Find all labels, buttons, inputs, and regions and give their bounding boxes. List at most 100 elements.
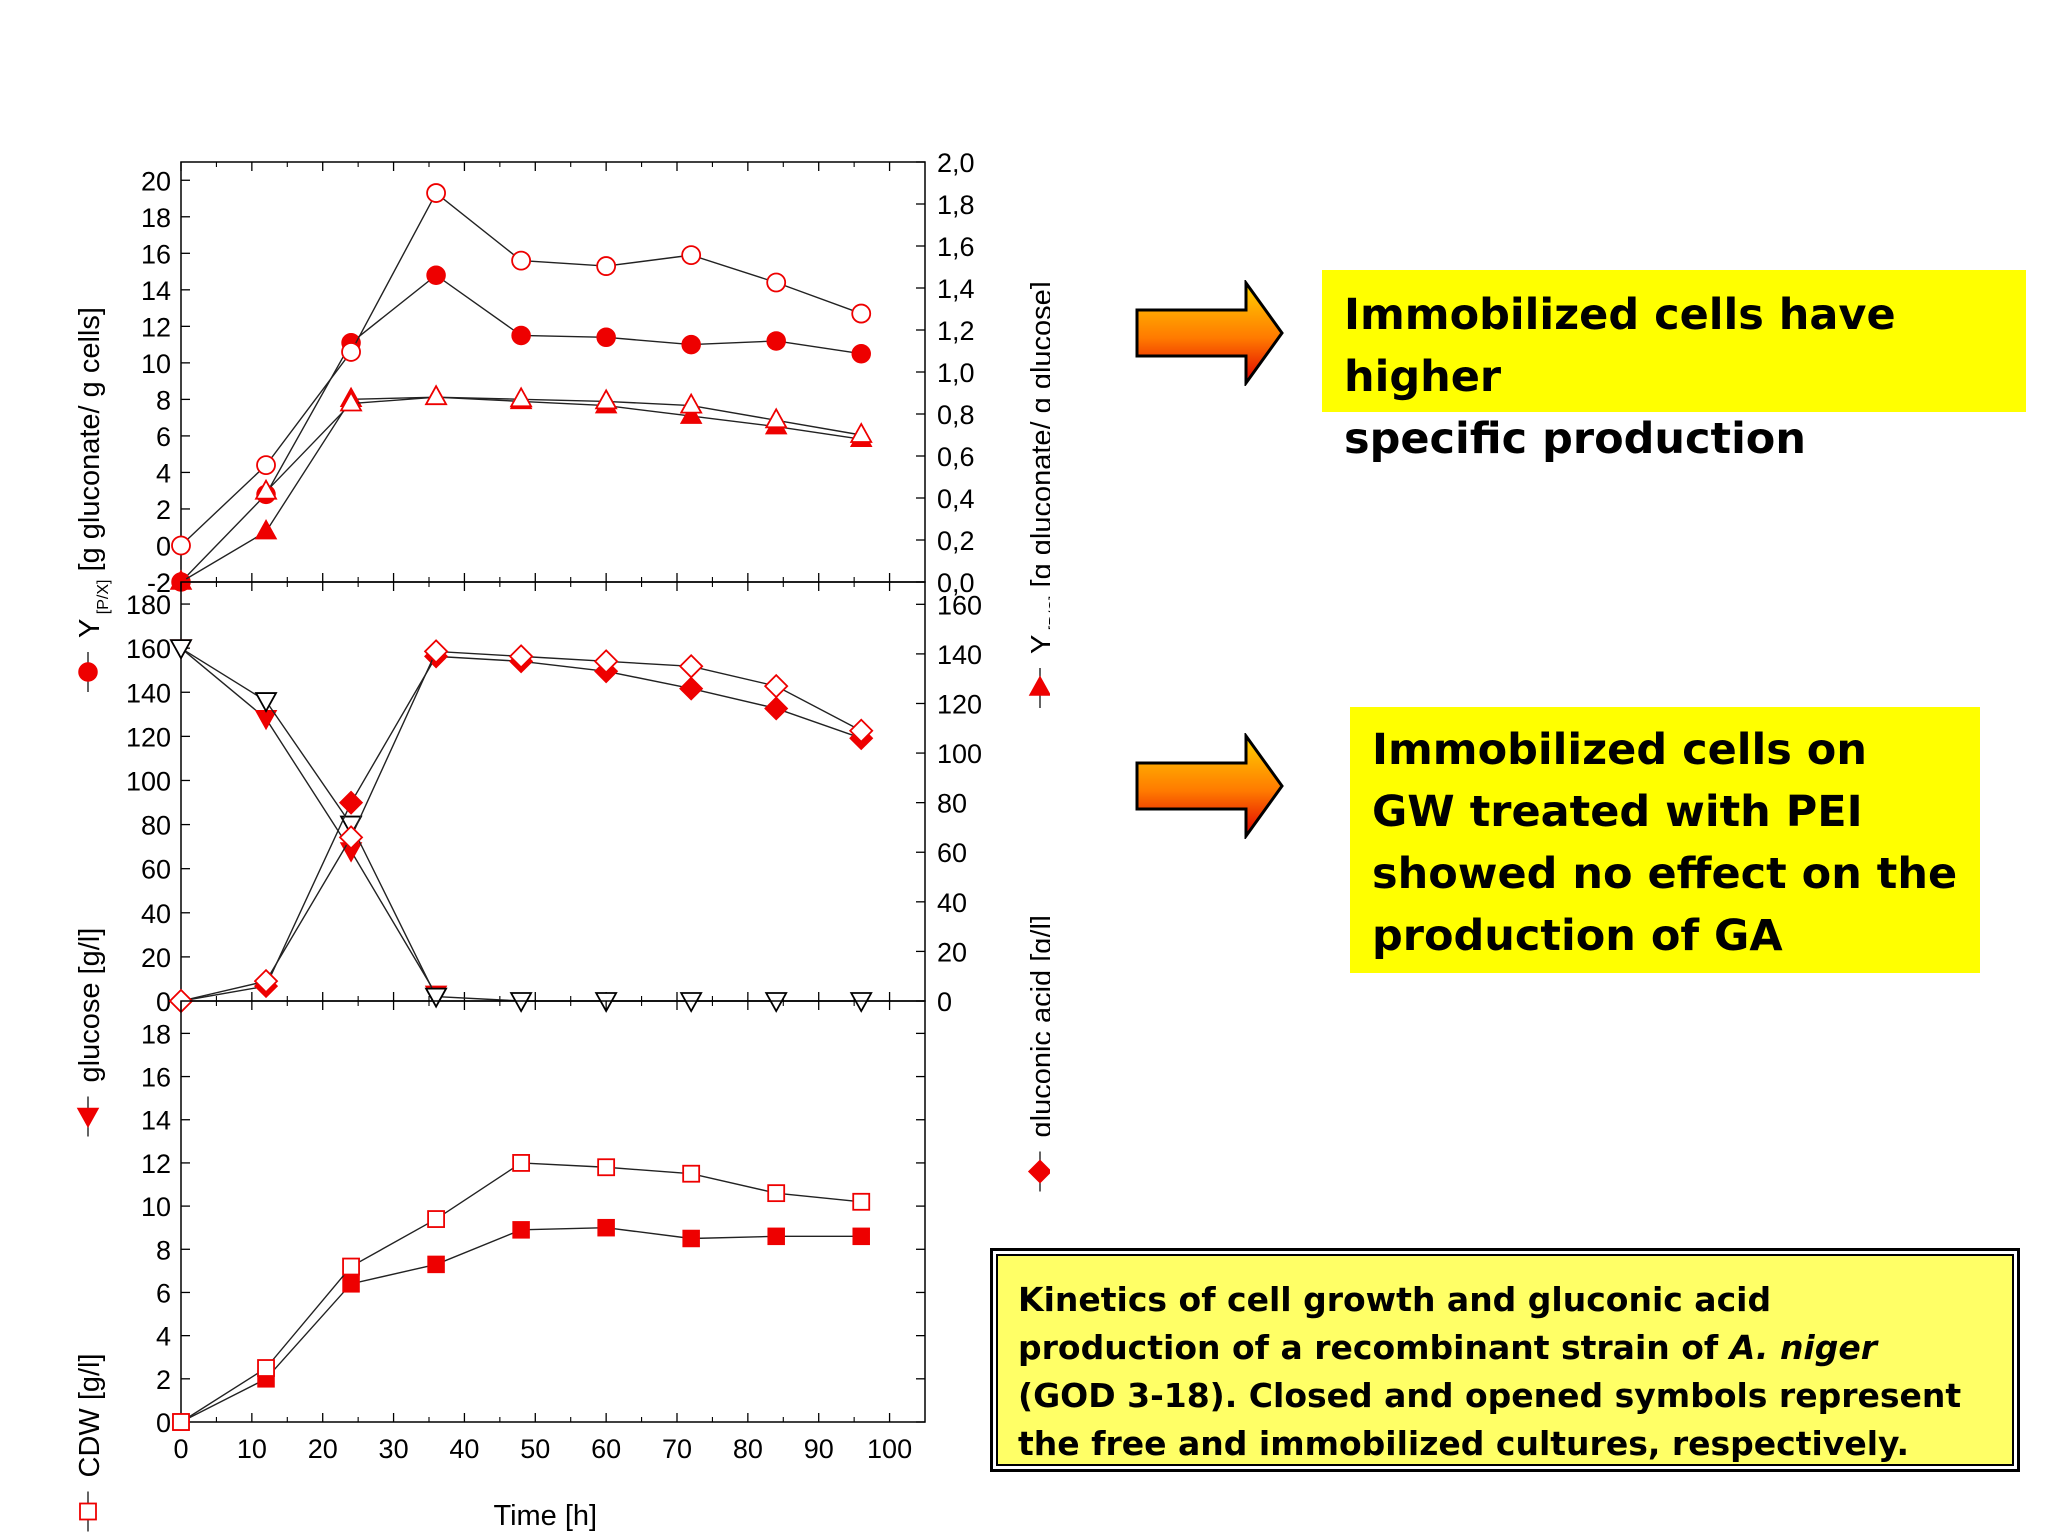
data-point [256,455,276,476]
data-point [426,183,446,203]
arrow-right-icon [1135,733,1284,839]
y-right-tick-label: 2,0 [937,148,975,178]
data-point [254,519,278,540]
y-tick-label: 10 [141,1192,171,1222]
axis-label-text: glucose [g/l] [74,928,106,1083]
data-point [851,343,871,364]
y-tick-label: 6 [156,422,171,452]
series-top-3 [254,384,873,500]
callout-line: production of GA [1372,911,1783,961]
axis-label-part: [g gluconate/ g cells] [74,307,106,579]
y-tick-label: 120 [126,722,171,752]
data-point [424,987,448,1009]
series-line [265,396,862,493]
x-tick-label: 20 [308,1434,338,1464]
series-line [180,655,862,1002]
series-line [180,274,862,583]
caption-line: (GOD 3-18). Closed and opened symbols re… [1018,1376,1962,1415]
data-point [848,718,874,744]
chart-panel-middle: 0 20 40 60 80 100 120 140 160 180 0 20 40 60 80 100 120 1… [74,581,1050,1192]
y-tick-label: 12 [141,1149,171,1179]
callout-line: Immobilized cells on [1372,725,1867,775]
series-line [180,1162,862,1423]
axis-label-part: Y [74,619,106,638]
axis-label-part: gluconic acid [g/l] [1026,915,1050,1137]
series-top-1 [171,183,872,556]
y-axis-label: Y [P/X] [g gluconate/ g cells] [74,307,112,692]
x-tick-label: 60 [591,1434,621,1464]
axis-label-text: Y [P/S] [g gluconate/ g glucose] [1026,281,1050,654]
data-point [509,992,533,1013]
data-point [423,639,449,664]
series-middle-2 [168,644,874,1014]
y-tick-label: 0 [156,531,171,561]
callout-line: Immobilized cells have higher [1344,290,1896,402]
y-right-tick-label: 160 [937,590,982,620]
y-right-tick-label: 140 [937,640,982,670]
y-tick-label: 18 [141,203,171,233]
y-right-tick-label: 0,2 [937,526,975,556]
data-point [764,992,788,1013]
data-point [678,654,704,679]
axis-label-text: CDW [g/l] [74,1353,106,1477]
axis-label-part: [P/S] [1047,596,1050,635]
data-point [763,673,789,699]
y-tick-label: 6 [156,1278,171,1308]
x-tick-label: 10 [237,1434,267,1464]
y-right-tick-label: 80 [937,789,967,819]
data-point [849,422,873,443]
series-top-2 [169,384,873,590]
data-point [339,390,363,412]
data-point [849,992,873,1013]
data-point [338,825,364,850]
y-tick-label: 8 [156,1235,171,1265]
data-point [427,1210,445,1228]
y-tick-label: 4 [156,1322,171,1352]
callout-line: showed no effect on the [1372,849,1958,899]
y-right-tick-label: 20 [937,937,967,967]
data-point [852,1192,871,1211]
plot-frame [180,581,926,1002]
y-tick-label: 10 [141,349,171,379]
y-right-tick-label: 1,0 [937,358,975,388]
chart-panel-top: -2 0 2 4 6 8 10 12 14 16 18 20 0,0 0,2 0,4 0,6 0,8 1,0 1,2… [74,148,1050,708]
series-bottom-0 [172,1218,870,1431]
data-point [427,1255,445,1274]
data-point [679,992,703,1013]
data-point [593,649,619,674]
axis-label-part: [P/X] [95,580,112,619]
callout-pei-effect: Immobilized cells on GW treated with PEI… [1350,707,1980,973]
series-bottom-1 [172,1154,871,1431]
data-point [682,1164,701,1183]
data-point [342,1275,360,1293]
y-right-tick-label: 40 [937,888,967,918]
axis-label-part: Y [1026,635,1050,654]
data-point [679,392,703,414]
y-tick-label: 20 [141,943,171,973]
data-point [509,386,533,408]
y-tick-label: 18 [141,1019,171,1049]
y-tick-label: 80 [141,811,171,841]
y-right-tick-label: 1,8 [937,190,975,220]
x-tick-label: 90 [804,1434,834,1464]
y-tick-label: 40 [141,899,171,929]
legend-marker [1028,675,1050,696]
data-point [512,1154,531,1172]
y-tick-label: -2 [147,568,171,598]
y-tick-label: 14 [141,276,171,306]
y-right-axis-label: Y [P/S] [g gluconate/ g glucose] [1026,281,1050,708]
caption-line: production of a recombinant strain of [1018,1328,1730,1367]
y-right-tick-label: 1,4 [937,274,975,304]
data-point [508,644,534,669]
legend-marker [76,1107,100,1129]
data-point [851,303,872,324]
y-tick-label: 14 [141,1106,171,1136]
arrow-right-icon [1135,280,1284,386]
legend-marker [78,662,98,682]
callout-higher-production: Immobilized cells have higher specific p… [1322,270,2026,464]
y-tick-label: 2 [156,495,171,525]
callout-line: specific production [1344,414,1806,464]
y-right-tick-label: 0,0 [937,568,975,598]
data-point [596,327,616,348]
data-point [764,407,788,429]
